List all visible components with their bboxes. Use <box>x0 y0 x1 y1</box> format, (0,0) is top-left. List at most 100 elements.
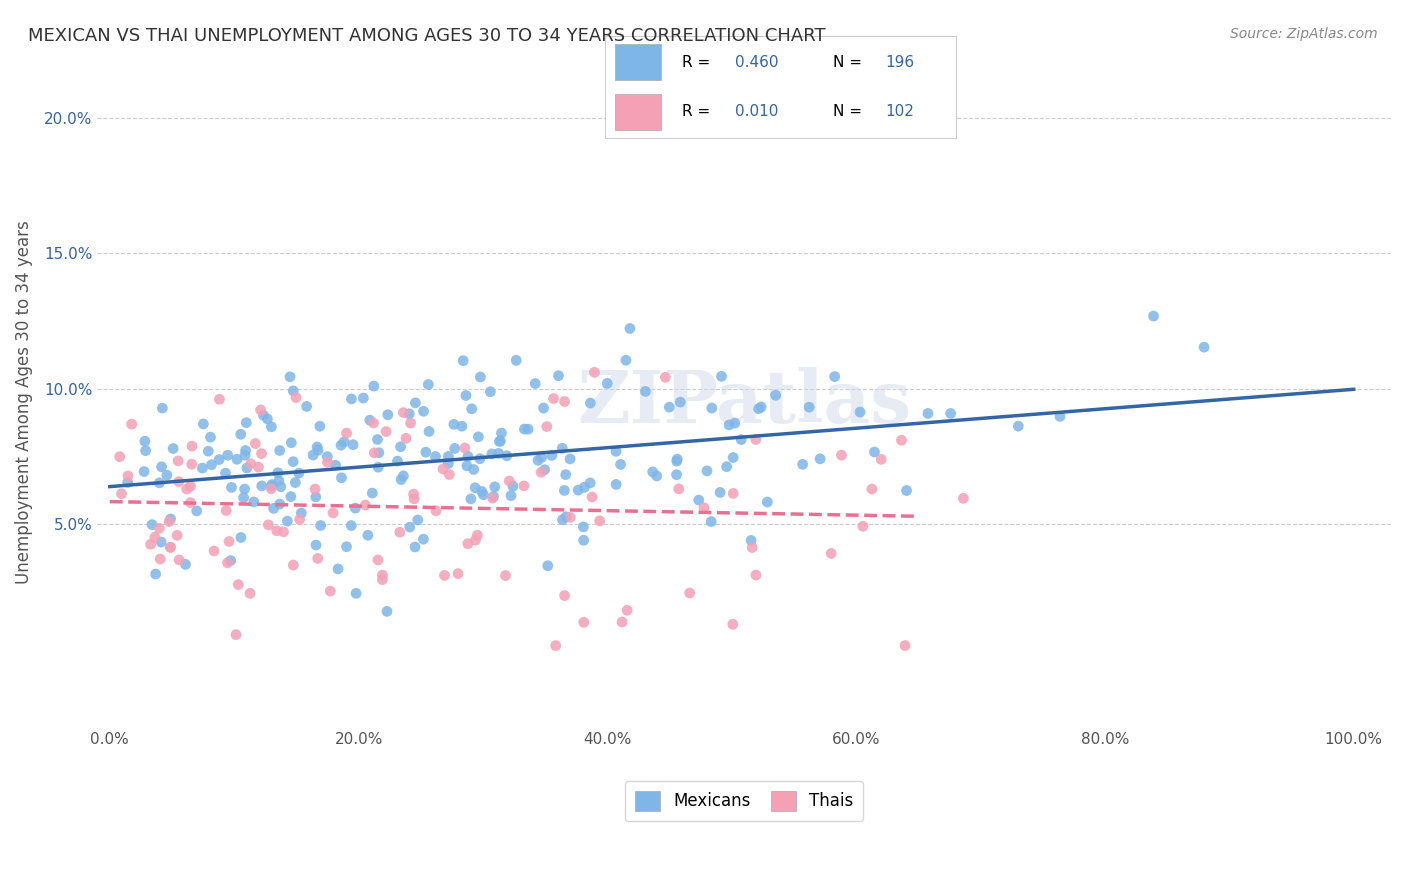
Point <box>614 353 637 368</box>
Point <box>451 353 474 368</box>
Point <box>470 370 492 384</box>
Point <box>505 353 527 368</box>
Point <box>402 487 425 501</box>
Point <box>375 604 398 618</box>
Point <box>191 461 214 475</box>
Point <box>433 568 456 582</box>
Point <box>439 467 461 482</box>
Point <box>202 544 225 558</box>
Point <box>174 558 197 572</box>
Point <box>141 517 163 532</box>
Point <box>232 491 254 505</box>
Point <box>724 416 747 430</box>
Point <box>304 482 326 496</box>
Point <box>316 455 339 469</box>
Point <box>398 407 420 421</box>
Point <box>481 491 503 505</box>
Point <box>363 416 385 430</box>
Point <box>326 562 349 576</box>
Point <box>135 443 157 458</box>
Point <box>290 506 312 520</box>
Point <box>418 377 440 392</box>
Point <box>263 501 285 516</box>
Point <box>488 434 510 449</box>
Text: R =: R = <box>682 54 716 70</box>
Point <box>491 426 513 441</box>
Point <box>367 460 389 475</box>
Point <box>134 434 156 449</box>
Point <box>634 384 657 399</box>
Point <box>270 480 292 494</box>
Point <box>208 392 231 407</box>
Point <box>547 368 569 383</box>
Point <box>166 528 188 542</box>
Point <box>415 445 437 459</box>
Point <box>716 459 738 474</box>
Point <box>233 482 256 496</box>
Point <box>180 457 202 471</box>
Point <box>456 458 478 473</box>
Point <box>257 517 280 532</box>
Point <box>377 408 399 422</box>
Point <box>167 475 190 489</box>
Point <box>267 474 290 488</box>
Point <box>229 427 252 442</box>
Point <box>678 586 700 600</box>
Point <box>730 433 752 447</box>
Point <box>454 441 477 455</box>
Point <box>215 503 238 517</box>
Text: ZIPatlas: ZIPatlas <box>576 367 911 438</box>
Point <box>533 401 555 415</box>
FancyBboxPatch shape <box>616 95 661 130</box>
Y-axis label: Unemployment Among Ages 30 to 34 years: Unemployment Among Ages 30 to 34 years <box>15 220 32 584</box>
Point <box>239 457 262 471</box>
Point <box>217 448 239 462</box>
Point <box>269 497 291 511</box>
Point <box>665 467 688 482</box>
Point <box>150 535 173 549</box>
Point <box>399 416 422 430</box>
Point <box>425 504 447 518</box>
Point <box>167 553 190 567</box>
Point <box>285 391 308 405</box>
Point <box>218 534 240 549</box>
Point <box>307 440 329 454</box>
Point <box>894 639 917 653</box>
Point <box>179 479 201 493</box>
Point <box>820 546 842 560</box>
Point <box>145 567 167 582</box>
Point <box>260 419 283 434</box>
Point <box>669 395 692 409</box>
Point <box>749 400 772 414</box>
Point <box>150 401 173 415</box>
Point <box>148 475 170 490</box>
Point <box>302 448 325 462</box>
Point <box>404 396 426 410</box>
Point <box>709 485 731 500</box>
Point <box>721 450 744 465</box>
Point <box>482 490 505 504</box>
Point <box>765 388 787 402</box>
Point <box>357 528 380 542</box>
Point <box>498 474 520 488</box>
Point <box>700 401 723 415</box>
Point <box>700 515 723 529</box>
Point <box>226 452 249 467</box>
Point <box>375 425 398 439</box>
Point <box>530 465 553 479</box>
Point <box>179 495 201 509</box>
Point <box>167 454 190 468</box>
Point <box>110 487 132 501</box>
Text: R =: R = <box>682 104 716 120</box>
Point <box>176 482 198 496</box>
Point <box>560 510 582 524</box>
Point <box>367 445 389 459</box>
Point <box>354 498 377 512</box>
Point <box>387 454 409 468</box>
Point <box>159 541 181 555</box>
Point <box>197 444 219 458</box>
Point <box>748 401 770 416</box>
Point <box>741 541 763 555</box>
Point <box>831 448 853 462</box>
Point <box>226 577 249 591</box>
